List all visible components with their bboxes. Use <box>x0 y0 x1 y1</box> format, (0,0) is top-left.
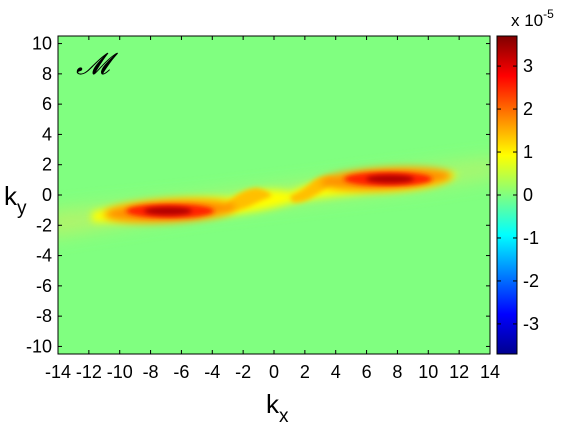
colorbar-tick-label: -2 <box>523 271 539 291</box>
y-tick-label: 6 <box>42 94 52 114</box>
colorbar-tick-label: 3 <box>523 56 533 76</box>
x-tick-label: 8 <box>392 362 402 382</box>
colorbar-tick-label: 1 <box>523 142 533 162</box>
x-axis-label: kx <box>266 389 289 427</box>
x-tick-label: -8 <box>143 362 159 382</box>
x-tick-label: -14 <box>45 362 71 382</box>
x-tick-label: 6 <box>362 362 372 382</box>
colorbar-tick-label: 2 <box>523 99 533 119</box>
x-tick-label: -12 <box>76 362 102 382</box>
y-tick-label: -2 <box>36 215 52 235</box>
y-tick-label: 8 <box>42 64 52 84</box>
y-tick-label: 2 <box>42 155 52 175</box>
y-tick-label: 10 <box>32 34 52 54</box>
x-tick-label: 10 <box>418 362 438 382</box>
colorbar-tick-label: 0 <box>523 185 533 205</box>
x-tick-label: 0 <box>269 362 279 382</box>
x-tick-label: -6 <box>173 362 189 382</box>
x-tick-label: -4 <box>204 362 220 382</box>
left-lobe-peak <box>144 207 192 215</box>
y-tick-label: -10 <box>26 336 52 356</box>
x-tick-label: -10 <box>107 362 133 382</box>
y-tick-label: 4 <box>42 124 52 144</box>
x-tick-label: 12 <box>449 362 469 382</box>
colorbar-multiplier: x 10-5 <box>511 7 554 30</box>
x-tick-label: -2 <box>235 362 251 382</box>
y-tick-label: -4 <box>36 246 52 266</box>
y-tick-label: -8 <box>36 306 52 326</box>
y-axis-label: ky <box>4 181 27 219</box>
x-tick-label: 14 <box>480 362 500 382</box>
x-tick-label: 2 <box>300 362 310 382</box>
y-tick-label: -6 <box>36 276 52 296</box>
colorbar-tick-label: -3 <box>523 314 539 334</box>
colorbar-tick-label: -1 <box>523 228 539 248</box>
x-tick-label: 4 <box>331 362 341 382</box>
y-tick-label: 0 <box>42 185 52 205</box>
right-lobe-peak <box>366 175 414 183</box>
